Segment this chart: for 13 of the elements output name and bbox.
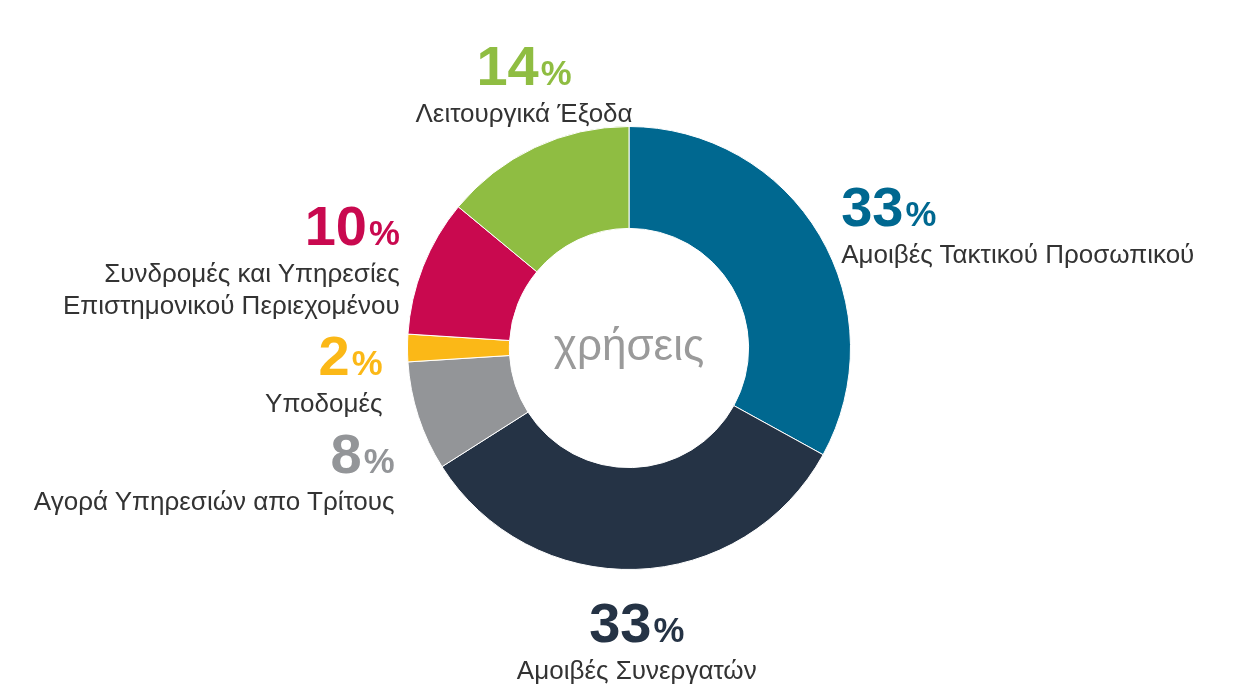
data-label: 2%	[318, 323, 383, 387]
data-label: 10%	[304, 193, 400, 257]
slice-label: Αμοιβές Συνεργατών	[516, 655, 757, 686]
text: χρήσεις	[553, 320, 705, 370]
data-label: 33%	[589, 590, 685, 654]
slice-label: Υποδομές	[265, 388, 383, 419]
data-label: 8%	[330, 421, 395, 485]
data-label: 33%	[841, 175, 937, 239]
slice-label: Αμοιβές Τακτικού Προσωπικού	[841, 239, 1195, 270]
slice-label: Λειτουργικά Έξοδα	[415, 97, 633, 128]
slice-label: Αγορά Υπηρεσιών απο Τρίτους	[33, 486, 395, 517]
data-label: 14%	[476, 33, 572, 97]
slice-label: Συνδρομές και Υπηρεσίες Επιστημονικού Περιεχομένου	[62, 258, 400, 321]
